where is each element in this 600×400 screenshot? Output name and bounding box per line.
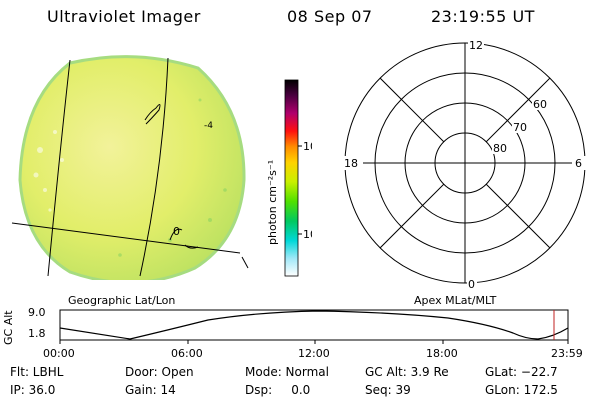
glon-info: GLon: 172.5 bbox=[485, 383, 558, 397]
gc-alt-info: GC Alt: 3.9 Re bbox=[365, 365, 449, 379]
lat-label-80: 80 bbox=[493, 142, 507, 155]
contour-label-0: 0 bbox=[173, 225, 180, 238]
xtick-1200: 12:00 bbox=[298, 347, 330, 360]
xtick-1800: 18:00 bbox=[426, 347, 458, 360]
altitude-plot bbox=[59, 309, 569, 344]
colorbar-tick-10: 10 bbox=[303, 228, 312, 241]
mlt-label-6: 6 bbox=[575, 157, 582, 170]
lat-label-60: 60 bbox=[533, 98, 547, 111]
graticule-lines bbox=[11, 57, 249, 277]
altitude-curve bbox=[59, 310, 569, 340]
dsp-info: Dsp: 0.0 bbox=[245, 383, 311, 397]
xtick-2359: 23:59 bbox=[551, 347, 583, 360]
polar-plot: 12 18 6 0 60 70 80 bbox=[341, 38, 586, 290]
colorbar-label: photon cm⁻²s⁻¹ bbox=[266, 160, 279, 245]
date-label: 08 Sep 07 bbox=[287, 7, 373, 26]
xtick-0600: 06:00 bbox=[171, 347, 203, 360]
alt-axis-label: GC Alt bbox=[2, 310, 15, 345]
mlt-label-18: 18 bbox=[344, 157, 358, 170]
alt-ytick-high: 9.0 bbox=[28, 306, 46, 319]
lat-label-70: 70 bbox=[513, 121, 527, 134]
time-label: 23:19:55 UT bbox=[431, 7, 535, 26]
colorbar-tick-100: 100 bbox=[303, 140, 312, 153]
app-title: Ultraviolet Imager bbox=[47, 7, 201, 26]
door-info: Door: Open bbox=[125, 365, 194, 379]
apex-label: Apex MLat/MLT bbox=[414, 294, 497, 307]
contour-label-neg4: -4 bbox=[204, 121, 213, 131]
xtick-0000: 00:00 bbox=[43, 347, 75, 360]
mlt-label-12: 12 bbox=[469, 39, 483, 52]
glat-info: GLat: −22.7 bbox=[485, 365, 558, 379]
geographic-label: Geographic Lat/Lon bbox=[68, 294, 176, 307]
image-panel: 0 -4 bbox=[11, 55, 249, 280]
flt-info: Flt: LBHL bbox=[10, 365, 64, 379]
alt-ytick-low: 1.8 bbox=[28, 327, 46, 340]
polar-grid bbox=[344, 42, 586, 284]
seq-info: Seq: 39 bbox=[365, 383, 411, 397]
aurora-disk bbox=[18, 55, 246, 280]
ip-info: IP: 36.0 bbox=[10, 383, 56, 397]
mode-info: Mode: Normal bbox=[245, 365, 329, 379]
mlt-label-0: 0 bbox=[468, 278, 475, 290]
colorbar: 100 10 photon cm⁻²s⁻¹ bbox=[266, 79, 312, 277]
gain-info: Gain: 14 bbox=[125, 383, 176, 397]
